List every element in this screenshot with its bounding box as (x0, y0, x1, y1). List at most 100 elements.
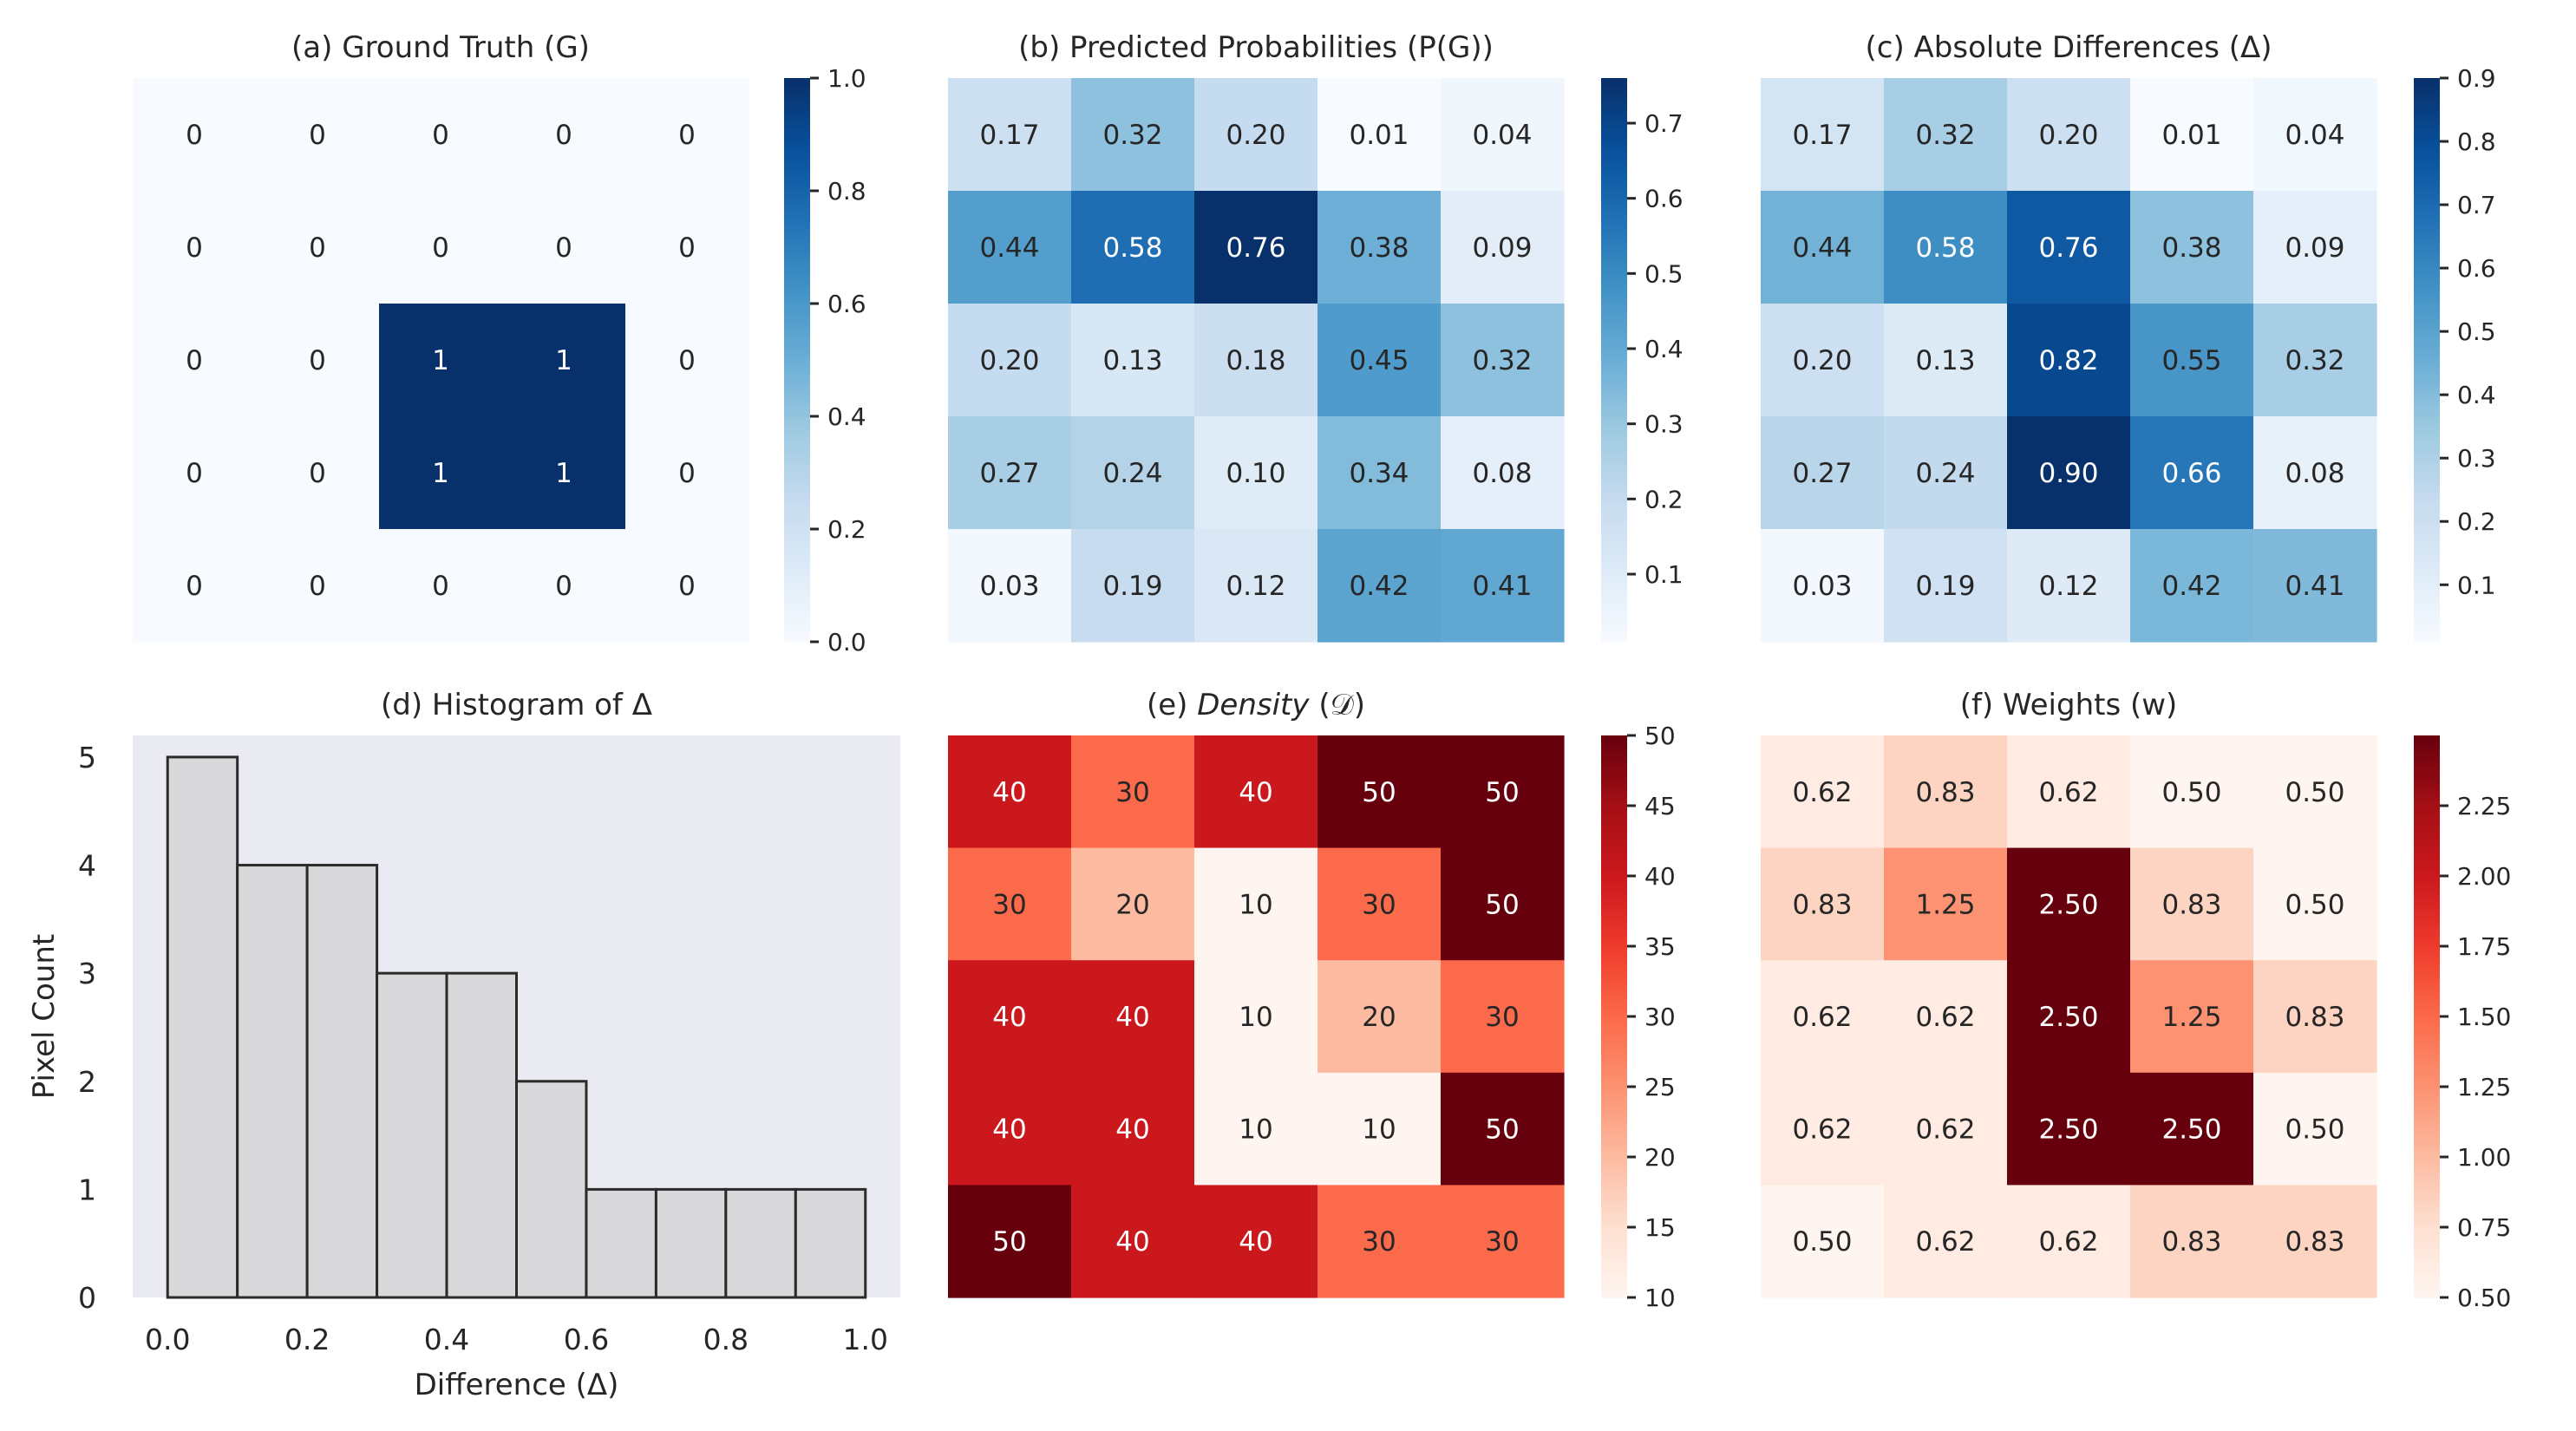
heatmap-cell (379, 529, 503, 643)
colorbar-gradient-step (2414, 951, 2440, 957)
cell-value-label: 0.83 (2285, 1002, 2344, 1033)
colorbar-tick-label: 10 (1644, 1284, 1676, 1312)
colorbar-gradient-step (1601, 791, 1627, 797)
cell-value-label: 0.66 (2161, 458, 2221, 489)
cell-value-label: 10 (1362, 1114, 1396, 1146)
heatmap-cell (1441, 1072, 1565, 1186)
colorbar-gradient-step (2414, 796, 2440, 802)
colorbar-gradient-step (2414, 312, 2440, 319)
colorbar-gradient-step (2414, 978, 2440, 984)
histogram-bar (236, 864, 309, 1299)
colorbar-gradient-step (2414, 533, 2440, 539)
colorbar-gradient-step (1601, 1264, 1627, 1271)
cell-value-label: 0.62 (1792, 777, 1852, 808)
colorbar-gradient-step (2414, 78, 2440, 84)
colorbar-gradient-step (1601, 806, 1627, 812)
cell-value-label: 0.76 (1226, 232, 1285, 264)
colorbar-gradient-step (1601, 1245, 1627, 1251)
colorbar-gradient-step (1601, 1007, 1627, 1013)
colorbar-gradient-step (784, 120, 810, 126)
colorbar-gradient-step (784, 481, 810, 488)
colorbar-tick-label: 0.5 (1644, 259, 1684, 288)
heatmap-cell (2007, 1185, 2131, 1298)
heatmap-cell (133, 416, 257, 530)
colorbar-gradient-step (784, 421, 810, 427)
colorbar-tick-label: 0.4 (2457, 381, 2496, 409)
colorbar-gradient-step (1601, 838, 1627, 844)
heatmap-cell (1071, 304, 1195, 417)
colorbar-gradient-step (2414, 861, 2440, 867)
colorbar-gradient-step (2414, 1264, 2440, 1271)
cell-value-label: 0.83 (1792, 889, 1852, 920)
colorbar-gradient-step (1601, 327, 1627, 333)
colorbar-gradient-step (784, 223, 810, 230)
heatmap-cell (1071, 1072, 1195, 1186)
heatmap-cell (1761, 78, 1885, 192)
heatmap-cell (2253, 735, 2377, 849)
cell-value-label: 30 (1115, 777, 1149, 808)
cell-value-label: 0.12 (1226, 571, 1285, 602)
colorbar-gradient-step (2414, 1114, 2440, 1121)
colorbar-gradient-step (1601, 1199, 1627, 1205)
colorbar-gradient-step (1601, 623, 1627, 629)
colorbar-gradient-step (2414, 838, 2440, 844)
colorbar-gradient-step (784, 580, 810, 586)
heatmap-cell (1441, 78, 1565, 192)
colorbar-tick-label: 1.25 (2457, 1073, 2511, 1101)
colorbar-gradient-step (1601, 158, 1627, 164)
colorbar: 0.1 0.2 0.3 0.4 0.5 0.6 0.7 0.8 0.9 (2414, 64, 2496, 643)
heatmap-cell (2007, 529, 2131, 643)
colorbar-gradient-step (2414, 364, 2440, 370)
colorbar-gradient-step (2414, 744, 2440, 750)
colorbar-gradient-step (784, 613, 810, 619)
colorbar-gradient-step (2414, 388, 2440, 394)
colorbar-gradient-step (1601, 970, 1627, 976)
heatmap-cell (1317, 847, 1442, 961)
colorbar-gradient-step (1601, 355, 1627, 361)
cell-value-label: 2.50 (2038, 889, 2098, 920)
colorbar-gradient-step (1601, 1292, 1627, 1298)
colorbar-gradient-step (2414, 1040, 2440, 1046)
heatmap-cell (1761, 416, 1885, 530)
colorbar-gradient-step (1601, 857, 1627, 863)
colorbar-gradient-step (1601, 777, 1627, 783)
x-tick-label: 0.2 (284, 1323, 330, 1356)
colorbar-gradient-step (1601, 923, 1627, 929)
colorbar-gradient-step (784, 458, 810, 464)
colorbar-gradient-step (784, 252, 810, 258)
colorbar-gradient-step (2414, 430, 2440, 436)
panel-title: (d) Histogram of Δ (381, 688, 652, 722)
colorbar-gradient-step (2414, 369, 2440, 376)
colorbar-tick-label: 0.4 (1644, 335, 1684, 363)
colorbar-gradient-step (1601, 275, 1627, 281)
heatmap-cell (1317, 960, 1442, 1074)
colorbar-gradient-step (2414, 1030, 2440, 1036)
colorbar-gradient-step (2414, 632, 2440, 638)
colorbar-gradient-step (1601, 1236, 1627, 1242)
colorbar-gradient-step (1601, 435, 1627, 441)
colorbar-gradient-step (2414, 768, 2440, 774)
cell-value-label: 40 (992, 777, 1026, 808)
x-tick-label: 0.0 (145, 1323, 190, 1356)
heatmap-cell (1317, 529, 1442, 643)
colorbar-gradient-step (1601, 505, 1627, 512)
colorbar-gradient-step (2414, 360, 2440, 366)
colorbar-gradient-step (784, 561, 810, 568)
colorbar-gradient-step (2414, 1180, 2440, 1186)
colorbar-gradient-step (2414, 983, 2440, 990)
cell-value-label: 0.19 (1915, 571, 1975, 602)
colorbar-gradient-step (2414, 411, 2440, 417)
colorbar-gradient-step (2414, 205, 2440, 211)
colorbar-tick-label: 0.9 (2457, 64, 2496, 93)
heatmap-cell (1761, 960, 1885, 1074)
colorbar-gradient-step (784, 172, 810, 178)
colorbar-gradient-step (2414, 275, 2440, 281)
colorbar-gradient-step (2414, 298, 2440, 304)
colorbar-gradient-step (784, 247, 810, 253)
colorbar-gradient-step (2414, 110, 2440, 117)
colorbar-gradient-step (1601, 1030, 1627, 1036)
colorbar-tick-label: 0.6 (2457, 254, 2496, 283)
heatmap-cell (2007, 847, 2131, 961)
